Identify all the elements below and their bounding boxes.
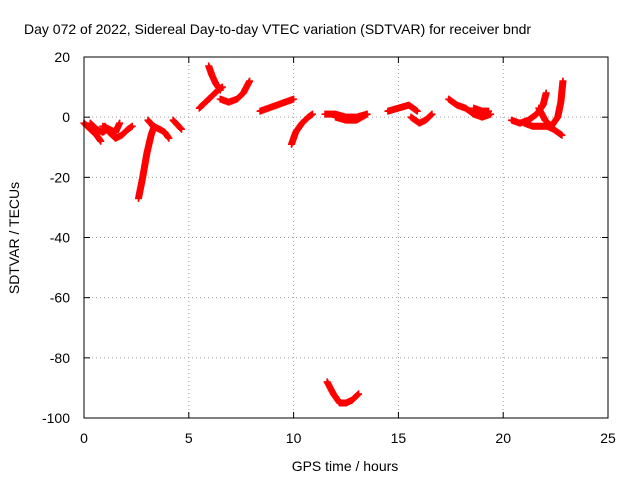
data-arc [332, 110, 371, 124]
x-axis-title: GPS time / hours [292, 458, 399, 474]
x-tick-label: 5 [185, 430, 193, 446]
grid-layer [84, 57, 608, 418]
x-tick-label: 10 [286, 430, 302, 446]
data-arc [535, 77, 567, 130]
chart-title: Day 072 of 2022, Sidereal Day-to-day VTE… [24, 21, 531, 37]
data-arc [520, 119, 566, 139]
data-point [355, 390, 363, 398]
data-arc [134, 122, 158, 202]
data-point [177, 124, 185, 132]
data-arc [205, 62, 224, 94]
data-arc [216, 77, 254, 106]
y-tick-label: -20 [50, 169, 70, 185]
data-arc [169, 116, 185, 133]
y-tick-label: -60 [50, 290, 70, 306]
y-tick-label: -40 [50, 230, 70, 246]
data-point [216, 86, 224, 94]
data-point [363, 110, 371, 118]
data-point [485, 107, 493, 115]
y-axis-title: SDTVAR / TECUs [6, 182, 22, 294]
data-point [427, 111, 435, 119]
data-point [559, 77, 567, 85]
data-point [413, 107, 421, 115]
data-point [177, 125, 185, 133]
x-tick-label: 25 [600, 430, 616, 446]
data-point [354, 391, 362, 399]
data-point [97, 137, 105, 145]
data-arc [101, 122, 136, 142]
x-tick-label: 15 [391, 430, 407, 446]
y-tick-label: -100 [42, 410, 70, 426]
data-point [128, 122, 136, 130]
data-point [246, 77, 254, 85]
y-tick-label: 20 [54, 49, 70, 65]
frame-layer [83, 56, 609, 419]
data-point [165, 134, 173, 142]
data-arc [323, 378, 363, 407]
data-arc [470, 104, 493, 115]
data-point [308, 110, 316, 118]
tick-layer: 0 5 10 15 20 25 20 0 -20 -40 -60 -80 -100 [42, 49, 616, 446]
data-point [558, 131, 566, 139]
data-arc [256, 95, 298, 115]
data-point [428, 110, 436, 118]
x-tick-label: 0 [80, 430, 88, 446]
data-layer [80, 62, 567, 407]
data-point [290, 95, 298, 103]
plot-frame [83, 56, 609, 419]
data-arc [407, 110, 436, 127]
data-point [116, 119, 124, 127]
x-tick-label: 20 [495, 430, 511, 446]
data-arc [384, 101, 421, 115]
data-arc [445, 95, 495, 121]
data-arc [195, 83, 226, 112]
data-arc [144, 116, 173, 142]
data-point [542, 89, 550, 97]
y-tick-label: -80 [50, 350, 70, 366]
data-arc [288, 110, 316, 148]
y-tick-label: 0 [62, 109, 70, 125]
